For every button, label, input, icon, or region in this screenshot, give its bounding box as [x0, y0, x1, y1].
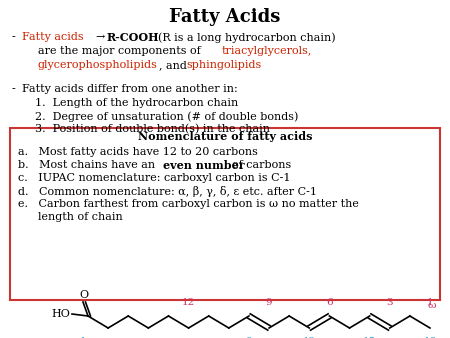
Text: e.   Carbon farthest from carboxyl carbon is ω no matter the: e. Carbon farthest from carboxyl carbon …: [18, 199, 359, 209]
Text: 12: 12: [182, 298, 195, 307]
Text: 1.  Length of the hydrocarbon chain: 1. Length of the hydrocarbon chain: [35, 98, 238, 108]
Text: a.   Most fatty acids have 12 to 20 carbons: a. Most fatty acids have 12 to 20 carbon…: [18, 147, 258, 157]
Text: sphingolipids: sphingolipids: [186, 60, 261, 70]
Text: HO: HO: [51, 309, 70, 319]
Text: d.   Common nomenclature: α, β, γ, δ, ε etc. after C-1: d. Common nomenclature: α, β, γ, δ, ε et…: [18, 186, 317, 197]
Text: , and: , and: [159, 60, 187, 70]
Text: Fatty acids: Fatty acids: [22, 32, 84, 42]
Text: glycerophospholipids: glycerophospholipids: [38, 60, 158, 70]
Text: 1 α: 1 α: [80, 337, 96, 338]
Text: Fatty acids differ from one another in:: Fatty acids differ from one another in:: [22, 84, 238, 94]
Text: -: -: [12, 32, 16, 42]
Text: b.   Most chains have an: b. Most chains have an: [18, 160, 158, 170]
Text: O: O: [80, 290, 89, 300]
Text: are the major components of: are the major components of: [38, 46, 201, 56]
Text: 18: 18: [423, 337, 436, 338]
Text: 3: 3: [387, 298, 393, 307]
FancyBboxPatch shape: [10, 128, 440, 300]
Text: (R is a long hydrocarbon chain): (R is a long hydrocarbon chain): [158, 32, 336, 43]
Text: 9: 9: [266, 298, 272, 307]
Text: 15: 15: [363, 337, 376, 338]
Text: length of chain: length of chain: [38, 212, 123, 222]
Text: Nomenclature of fatty acids: Nomenclature of fatty acids: [138, 131, 312, 142]
Text: →: →: [95, 32, 104, 42]
Text: 12: 12: [303, 337, 316, 338]
Text: 3.  Position of double bond(s) in the chain: 3. Position of double bond(s) in the cha…: [35, 124, 270, 134]
Text: 6: 6: [326, 298, 333, 307]
Text: c.   IUPAC nomenclature: carboxyl carbon is C-1: c. IUPAC nomenclature: carboxyl carbon i…: [18, 173, 291, 183]
Text: 9: 9: [246, 337, 252, 338]
Text: of carbons: of carbons: [232, 160, 291, 170]
Text: Fatty Acids: Fatty Acids: [169, 8, 281, 26]
Text: 2.  Degree of unsaturation (# of double bonds): 2. Degree of unsaturation (# of double b…: [35, 111, 298, 122]
Text: even number: even number: [163, 160, 245, 171]
Text: -: -: [12, 84, 16, 94]
Text: ω: ω: [428, 301, 436, 310]
Text: triacylglycerols,: triacylglycerols,: [222, 46, 312, 56]
Text: R-COOH: R-COOH: [107, 32, 159, 43]
Text: 1: 1: [427, 298, 433, 307]
